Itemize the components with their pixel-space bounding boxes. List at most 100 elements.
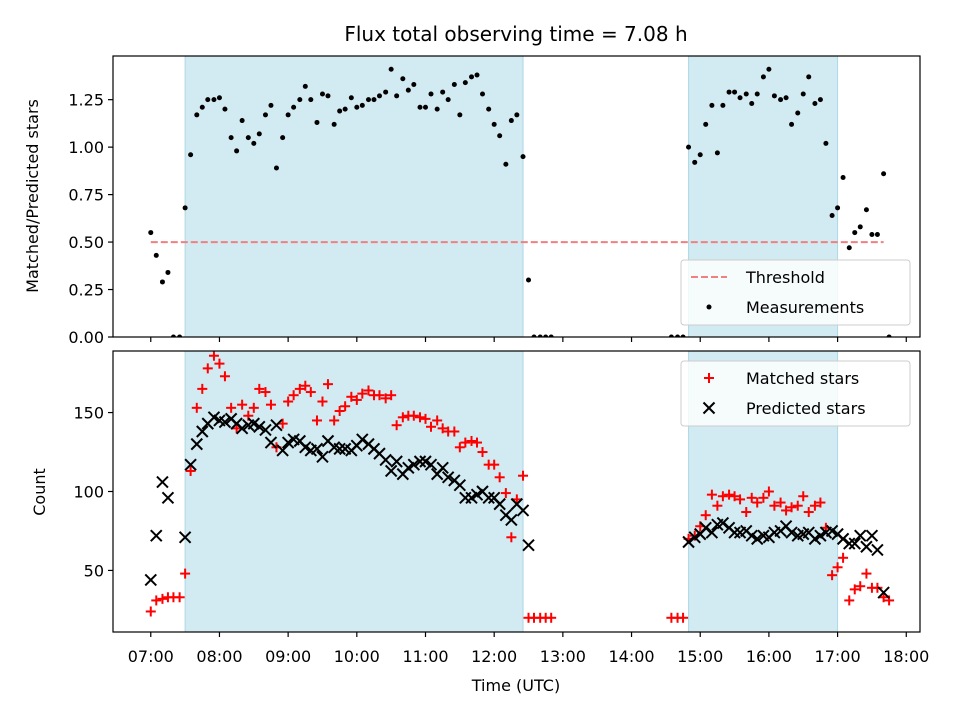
predicted-star-stroke-b — [259, 423, 272, 437]
matched-star-point — [219, 371, 230, 382]
measurement-point — [417, 104, 423, 110]
predicted-star-stroke-b — [276, 444, 289, 457]
predicted-star-point — [865, 529, 879, 542]
predicted-star-point — [424, 458, 438, 471]
matched-star-point — [214, 358, 225, 369]
measurement-point — [262, 112, 268, 118]
measurement-point — [789, 121, 795, 127]
matched-star-point — [809, 500, 820, 511]
matched-star-point — [380, 393, 391, 404]
top-axes-frame — [112, 55, 921, 338]
predicted-star-point — [871, 543, 884, 557]
predicted-star-point — [860, 540, 873, 553]
predicted-star-stroke-b — [321, 434, 335, 448]
predicted-star-point — [235, 422, 249, 435]
measurement-point — [537, 334, 543, 337]
measurement-point — [451, 81, 457, 87]
measurement-point — [297, 97, 303, 103]
matched-star-point — [700, 510, 711, 521]
matched-star-point — [741, 507, 752, 518]
matched-star-point — [472, 437, 483, 448]
predicted-star-point — [264, 436, 278, 449]
predicted-star-point — [785, 526, 798, 539]
matched-star-point — [763, 486, 774, 497]
measurement-point — [422, 104, 428, 110]
measurement-point — [159, 279, 165, 285]
predicted-star-stroke-b — [184, 458, 197, 471]
predicted-star-stroke-b — [476, 485, 489, 498]
matched-star-point — [861, 568, 872, 579]
matched-star-point — [798, 491, 809, 502]
bottom-panel: 50 100 150 07:00 08:00 09:00 10:00 11:00 12:00 13… — [73, 350, 929, 666]
matched-star-point — [151, 595, 162, 606]
measurement-point — [239, 118, 245, 124]
measurement-point — [526, 277, 532, 283]
x-tick-label: 17:00 — [815, 647, 861, 666]
measurement-point — [869, 231, 875, 237]
predicted-star-stroke-b — [728, 526, 741, 539]
measurement-point — [771, 93, 777, 99]
matched-star-point — [746, 492, 757, 503]
predicted-star-stroke-b — [150, 529, 163, 542]
matched-star-point — [546, 612, 557, 623]
measurement-point — [371, 97, 377, 103]
predicted-star-point — [379, 453, 392, 467]
measurement-point — [675, 334, 681, 337]
predicted-star-point — [854, 529, 867, 542]
measurement-point — [531, 334, 537, 337]
x-tick-label: 14:00 — [608, 647, 654, 666]
measurement-point — [462, 80, 468, 86]
matched-star-point — [340, 401, 351, 412]
predicted-star-point — [505, 513, 518, 527]
predicted-star-stroke-b — [270, 418, 283, 432]
measurement-point — [480, 91, 486, 97]
matched-star-point — [724, 489, 735, 500]
measurement-point — [857, 224, 863, 230]
matched-star-point — [174, 592, 185, 603]
predicted-star-stroke-b — [436, 461, 449, 475]
predicted-star-stroke-b — [178, 531, 192, 544]
predicted-star-stroke-b — [836, 532, 850, 546]
measurement-point — [457, 112, 463, 118]
measurement-point — [543, 334, 549, 337]
matched-star-point — [729, 491, 740, 502]
measurement-point — [188, 152, 194, 158]
measurement-point — [503, 161, 509, 167]
measurement-point — [692, 159, 698, 165]
predicted-star-point — [270, 418, 283, 432]
matched-star-point — [489, 459, 500, 470]
predicted-star-stroke-b — [843, 537, 856, 550]
legend-predicted-stroke-b — [702, 401, 716, 415]
matched-star-point — [202, 363, 213, 374]
measurement-point — [405, 87, 411, 93]
predicted-star-point — [178, 531, 192, 544]
predicted-star-stroke-b — [413, 455, 427, 468]
measurement-point — [194, 112, 200, 118]
predicted-star-stroke-b — [247, 417, 261, 430]
matched-star-point — [288, 390, 299, 401]
matched-star-point — [849, 584, 860, 595]
measurement-point — [165, 269, 171, 275]
matched-star-point — [374, 390, 385, 401]
top-y-tick-label: 0.75 — [68, 186, 104, 205]
predicted-star-point — [716, 516, 730, 530]
x-tick-label: 08:00 — [196, 647, 242, 666]
measurement-point — [170, 334, 176, 337]
measurement-point — [874, 231, 880, 237]
predicted-star-stroke-b — [802, 526, 815, 539]
predicted-star-point — [218, 415, 232, 429]
matched-star-point — [334, 405, 345, 416]
legend-label: Measurements — [746, 298, 864, 317]
predicted-star-point — [682, 535, 695, 549]
measurement-point — [388, 66, 394, 72]
measurement-point — [376, 93, 382, 99]
matched-star-point — [248, 402, 259, 413]
matched-star-point — [752, 497, 763, 508]
measurement-point — [840, 175, 846, 181]
matched-star-point — [300, 380, 311, 391]
measurement-point — [846, 245, 852, 251]
matched-star-point — [477, 447, 488, 458]
predicted-star-point — [407, 458, 421, 471]
bottom-series-x — [144, 411, 890, 599]
predicted-star-point — [482, 491, 495, 505]
